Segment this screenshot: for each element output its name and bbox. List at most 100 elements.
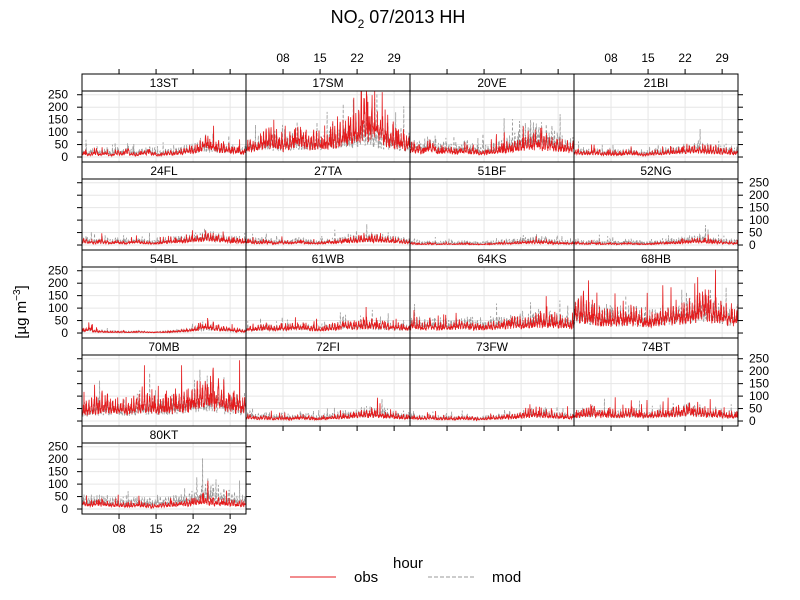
y-tick-label: 100 xyxy=(749,389,769,403)
panel-24FL: 24FL xyxy=(77,161,247,251)
y-tick-label: 200 xyxy=(48,100,68,114)
legend-label-mod: mod xyxy=(492,569,521,586)
series-obs-line xyxy=(81,480,247,510)
panel-strip-label: 64KS xyxy=(477,252,506,266)
panel-strip-label: 61WB xyxy=(312,252,345,266)
series-obs-line xyxy=(409,236,575,246)
legend-label-obs: obs xyxy=(354,569,378,586)
series-mod-line xyxy=(409,233,575,246)
panel-border xyxy=(573,266,739,339)
series-obs-line xyxy=(409,404,575,422)
y-tick-label: 200 xyxy=(749,188,769,202)
y-tick-label: 50 xyxy=(55,138,69,152)
panel-strip-label: 73FW xyxy=(476,340,509,354)
y-tick-label: 250 xyxy=(48,88,68,102)
y-tick-label: 0 xyxy=(61,150,68,164)
panel-61WB: 61WB xyxy=(245,249,411,339)
panel-strip-label: 24FL xyxy=(150,164,178,178)
series-obs-line xyxy=(574,234,739,246)
x-tick-label: 08 xyxy=(276,51,290,65)
panel-72FI: 72FI xyxy=(245,337,411,431)
legend-title: hour xyxy=(393,555,423,572)
panel-strip-label: 21BI xyxy=(644,76,669,90)
y-tick-label: 100 xyxy=(48,301,68,315)
y-tick-label: 0 xyxy=(61,326,68,340)
panel-64KS: 64KS xyxy=(409,249,575,339)
series-obs-line xyxy=(409,296,575,332)
y-tick-label: 250 xyxy=(48,264,68,278)
panel-strip-label: 51BF xyxy=(478,164,507,178)
panel-27TA: 27TA xyxy=(245,161,411,251)
panel-68HB: 68HB xyxy=(573,249,743,339)
x-tick-label: 08 xyxy=(604,51,618,65)
x-tick-label: 29 xyxy=(223,522,237,536)
y-tick-label: 200 xyxy=(48,452,68,466)
series-obs-line xyxy=(81,125,247,158)
panel-strip-label: 13ST xyxy=(150,76,179,90)
y-tick-label: 50 xyxy=(749,402,763,416)
series-obs-line xyxy=(81,317,247,334)
y-tick-label: 150 xyxy=(48,465,68,479)
y-tick-label: 0 xyxy=(749,414,756,428)
panel-border xyxy=(573,354,739,427)
y-tick-label: 250 xyxy=(749,176,769,190)
panel-strip-label: 74BT xyxy=(642,340,671,354)
y-tick-label: 150 xyxy=(749,377,769,391)
panel-strip-label: 70MB xyxy=(148,340,179,354)
series-obs-line xyxy=(245,232,411,246)
y-tick-label: 100 xyxy=(749,213,769,227)
x-tick-label: 15 xyxy=(641,51,655,65)
series-obs-line xyxy=(81,360,247,416)
panel-strip-label: 20VE xyxy=(477,76,506,90)
panel-73FW: 73FW xyxy=(409,337,575,431)
y-tick-label: 150 xyxy=(48,289,68,303)
y-tick-label: 150 xyxy=(749,201,769,215)
panel-70MB: 70MB xyxy=(77,337,247,427)
y-tick-label: 100 xyxy=(48,125,68,139)
x-tick-label: 22 xyxy=(678,51,692,65)
series-mod-line xyxy=(81,458,247,508)
series-obs-line xyxy=(573,397,739,420)
series-obs-line xyxy=(245,90,411,153)
series-obs-line xyxy=(409,126,575,157)
y-tick-label: 0 xyxy=(749,238,756,252)
panel-51BF: 51BF xyxy=(409,161,575,251)
y-axis-label-superscript: −3 xyxy=(12,289,23,301)
series-obs-line xyxy=(81,230,247,246)
y-tick-label: 150 xyxy=(48,113,68,127)
y-axis-label: [µg m−3] xyxy=(12,285,30,338)
y-tick-label: 250 xyxy=(48,440,68,454)
series-obs-line xyxy=(573,269,739,329)
series-obs-line xyxy=(245,306,411,333)
y-tick-label: 200 xyxy=(749,364,769,378)
x-tick-label: 29 xyxy=(387,51,401,65)
panel-border xyxy=(81,442,247,515)
panel-strip-label: 27TA xyxy=(314,164,342,178)
y-tick-label: 250 xyxy=(749,352,769,366)
chart-title-subscript: 2 xyxy=(358,17,365,31)
x-tick-label: 22 xyxy=(350,51,364,65)
series-obs-line xyxy=(573,143,739,158)
panel-strip-label: 52NG xyxy=(640,164,671,178)
panel-strip-label: 80KT xyxy=(150,428,179,442)
y-tick-label: 200 xyxy=(48,276,68,290)
series-mod-line xyxy=(81,133,247,157)
panel-strip-label: 17SM xyxy=(312,76,343,90)
panel-17SM: 17SM 08 15 22 29 xyxy=(245,51,411,163)
y-tick-label: 50 xyxy=(55,490,69,504)
panel-20VE: 20VE xyxy=(409,69,575,163)
y-tick-label: 100 xyxy=(48,477,68,491)
panel-strip-label: 68HB xyxy=(641,252,671,266)
legend: hour obs mod xyxy=(290,555,521,586)
x-tick-label: 15 xyxy=(313,51,327,65)
panel-border xyxy=(81,90,247,163)
y-tick-label: 50 xyxy=(55,314,69,328)
x-tick-label: 08 xyxy=(112,522,126,536)
